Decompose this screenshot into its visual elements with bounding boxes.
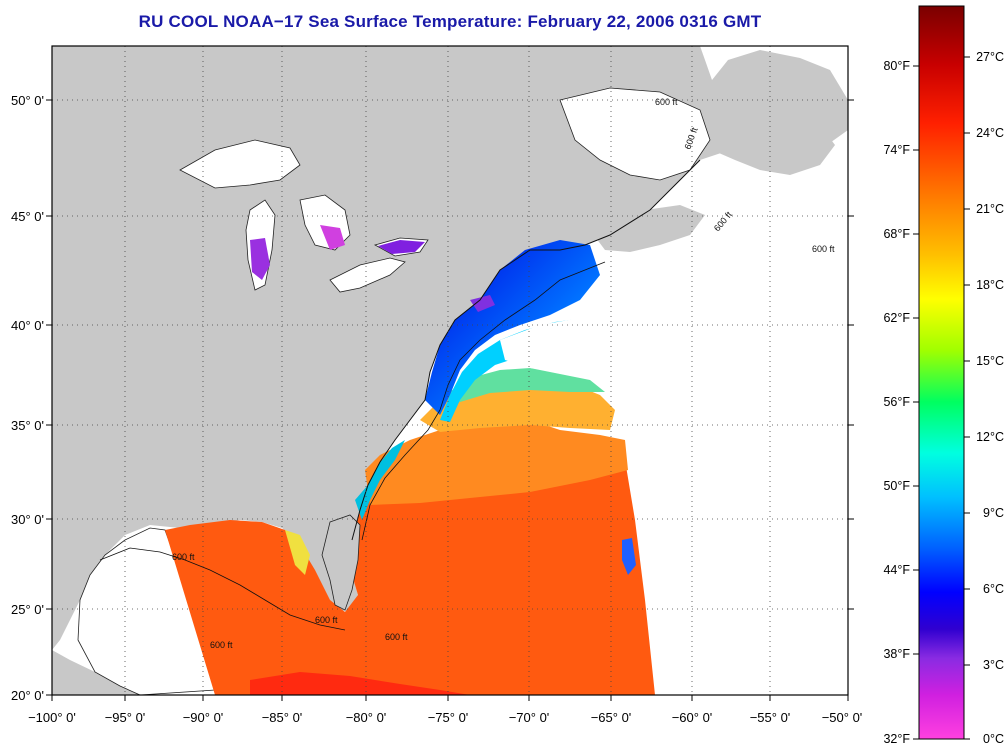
contour-label: 600 ft	[172, 552, 195, 562]
lon-tick-label: −75° 0'	[428, 710, 469, 725]
cloud-great-lakes-superior	[179, 139, 301, 189]
land-newfoundland	[700, 98, 835, 175]
map-grid	[52, 46, 848, 695]
lon-tick-label: −100° 0'	[28, 710, 76, 725]
colorbar: 80°F 74°F 68°F 62°F 56°F 50°F 44°F 38°F …	[883, 5, 1004, 746]
celsius-label: 24°C	[976, 126, 1004, 140]
fahrenheit-label: 56°F	[883, 395, 910, 409]
lat-tick-label: 30° 0'	[11, 512, 44, 527]
contour-label: 600 ft	[315, 615, 338, 625]
sst-gulf-yellow	[285, 530, 310, 575]
land-nova-scotia	[590, 205, 705, 252]
coastline-east	[351, 159, 701, 541]
sst-shelf-cold	[425, 240, 600, 415]
fahrenheit-label: 38°F	[883, 647, 910, 661]
fahrenheit-label: 62°F	[883, 311, 910, 325]
lon-tick-label: −80° 0'	[346, 710, 387, 725]
celsius-label: 18°C	[976, 278, 1004, 292]
fahrenheit-label: 68°F	[883, 227, 910, 241]
lat-tick-label: 25° 0'	[11, 602, 44, 617]
lat-tick-label: 20° 0'	[11, 688, 44, 703]
colorbar-celsius-labels: 27°C 24°C 21°C 18°C 15°C 12°C 9°C 6°C 3°…	[976, 50, 1004, 746]
celsius-label: 3°C	[983, 658, 1004, 672]
colorbar-ticks	[913, 56, 970, 740]
map-title: RU COOL NOAA−17 Sea Surface Temperature:…	[138, 12, 762, 31]
contour-label: 600 ft	[385, 632, 408, 642]
sst-caribbean-red	[250, 672, 470, 695]
lat-tick-label: 50° 0'	[11, 93, 44, 108]
fahrenheit-label: 74°F	[883, 143, 910, 157]
sst-swath-mid	[365, 420, 628, 505]
lon-tick-label: −55° 0'	[750, 710, 791, 725]
sst-clouds-ne	[500, 310, 620, 390]
longitude-axis: −100° 0' −95° 0' −90° 0' −85° 0' −80° 0'…	[28, 710, 862, 725]
lon-tick-label: −60° 0'	[672, 710, 713, 725]
map-frame	[51, 45, 849, 696]
celsius-label: 21°C	[976, 202, 1004, 216]
fahrenheit-label: 80°F	[883, 59, 910, 73]
contour-label: 600 ft	[812, 244, 835, 254]
sst-cold-patch	[622, 538, 636, 575]
land-north-america	[52, 46, 848, 650]
land-florida	[321, 514, 361, 611]
lon-tick-label: −95° 0'	[105, 710, 146, 725]
sst-purple-patch	[470, 295, 495, 312]
sst-florida-coastal	[355, 440, 405, 520]
fahrenheit-label: 32°F	[883, 732, 910, 746]
lake-huron-sst	[320, 225, 345, 250]
celsius-label: 9°C	[983, 506, 1004, 520]
shelf-contour	[361, 261, 606, 541]
contour-label: 600 ft	[210, 640, 233, 650]
lon-tick-label: −85° 0'	[262, 710, 303, 725]
lake-ontario-sst	[378, 240, 425, 254]
celsius-label: 27°C	[976, 50, 1004, 64]
lake-michigan-sst	[250, 238, 270, 280]
celsius-label: 6°C	[983, 582, 1004, 596]
celsius-label: 12°C	[976, 430, 1004, 444]
colorbar-gradient	[918, 5, 965, 740]
lon-tick-label: −50° 0'	[822, 710, 863, 725]
lon-tick-label: −90° 0'	[183, 710, 224, 725]
lake-erie	[329, 257, 406, 293]
latitude-axis: 50° 0' 45° 0' 40° 0' 35° 0' 30° 0' 25° 0…	[11, 93, 44, 703]
colorbar-fahrenheit-labels: 80°F 74°F 68°F 62°F 56°F 50°F 44°F 38°F …	[883, 59, 910, 746]
lat-tick-label: 40° 0'	[11, 318, 44, 333]
tick-marks	[46, 99, 854, 701]
lon-tick-label: −65° 0'	[591, 710, 632, 725]
lat-tick-label: 45° 0'	[11, 209, 44, 224]
celsius-label: 0°C	[983, 732, 1004, 746]
contour-label: 600 ft	[655, 97, 678, 107]
lon-tick-label: −70° 0'	[509, 710, 550, 725]
celsius-label: 15°C	[976, 354, 1004, 368]
fahrenheit-label: 50°F	[883, 479, 910, 493]
land-yucatan	[52, 650, 140, 695]
lat-tick-label: 35° 0'	[11, 418, 44, 433]
map-panel	[52, 46, 848, 695]
sst-swath-green	[445, 368, 605, 402]
gulf-contour	[99, 547, 346, 631]
fahrenheit-label: 44°F	[883, 563, 910, 577]
